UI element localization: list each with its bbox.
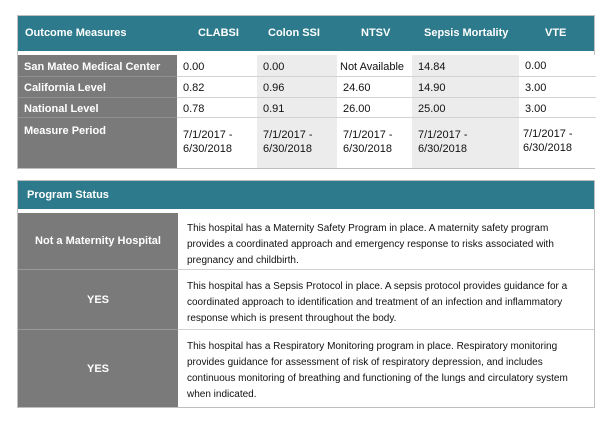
cell-value: 7/1/2017 - 6/30/2018	[257, 118, 337, 168]
row-label-california: California Level	[18, 77, 177, 98]
header-outcome-measures: Outcome Measures	[25, 27, 127, 39]
cell-value: 0.82	[177, 77, 257, 98]
cell-value: 7/1/2017 - 6/30/2018	[412, 118, 519, 168]
program-description: This hospital has a Respiratory Monitori…	[187, 341, 568, 400]
program-row-respiratory: YES This hospital has a Respiratory Moni…	[18, 330, 594, 407]
cell-value: 0.78	[177, 98, 257, 118]
program-header: Program Status	[18, 181, 594, 209]
header-ntsv: NTSV	[361, 27, 391, 39]
program-status-table: Program Status Not a Maternity Hospital …	[17, 180, 595, 408]
program-description: This hospital has a Sepsis Protocol in p…	[178, 270, 594, 330]
cell-value: 3.00	[519, 98, 596, 118]
cell-value: 0.96	[257, 77, 337, 98]
cell-value: 26.00	[337, 98, 412, 118]
program-row-maternity: Not a Maternity Hospital This hospital h…	[18, 213, 594, 270]
cell-value: 0.00	[519, 55, 596, 77]
cell-value: 7/1/2017 - 6/30/2018	[519, 118, 596, 168]
cell-value: 0.91	[257, 98, 337, 118]
cell-value: 3.00	[519, 77, 596, 98]
program-row-sepsis: YES This hospital has a Sepsis Protocol …	[18, 270, 594, 330]
header-clabsi: CLABSI	[198, 27, 239, 39]
cell-value: 0.00	[177, 55, 257, 77]
header-sepsis-mortality: Sepsis Mortality	[424, 27, 509, 39]
cell-value: 7/1/2017 - 6/30/2018	[177, 118, 257, 168]
program-description: This hospital has a Maternity Safety Pro…	[178, 213, 594, 270]
program-status-value: YES	[18, 330, 178, 407]
header-vte: VTE	[545, 27, 567, 39]
cell-value: 25.00	[412, 98, 519, 118]
program-status-title: Program Status	[27, 189, 109, 201]
outcome-measures-table: Outcome Measures CLABSI Colon SSI NTSV S…	[17, 15, 596, 169]
program-status-value: YES	[18, 270, 178, 330]
cell-value: 24.60	[337, 77, 412, 98]
cell-value: 0.00	[257, 55, 337, 77]
row-label-national: National Level	[18, 98, 177, 118]
outcome-header-row: Outcome Measures CLABSI Colon SSI NTSV S…	[18, 16, 594, 51]
cell-value: 14.90	[412, 77, 519, 98]
row-label-san-mateo: San Mateo Medical Center	[18, 55, 177, 77]
program-status-value: Not a Maternity Hospital	[18, 213, 178, 270]
cell-value: 7/1/2017 - 6/30/2018	[337, 118, 412, 168]
cell-value: 14.84	[412, 55, 519, 77]
row-label-measure-period: Measure Period	[18, 118, 177, 168]
header-colon-ssi: Colon SSI	[268, 27, 320, 39]
cell-value: Not Available	[337, 55, 412, 77]
header-spacer	[18, 51, 594, 55]
